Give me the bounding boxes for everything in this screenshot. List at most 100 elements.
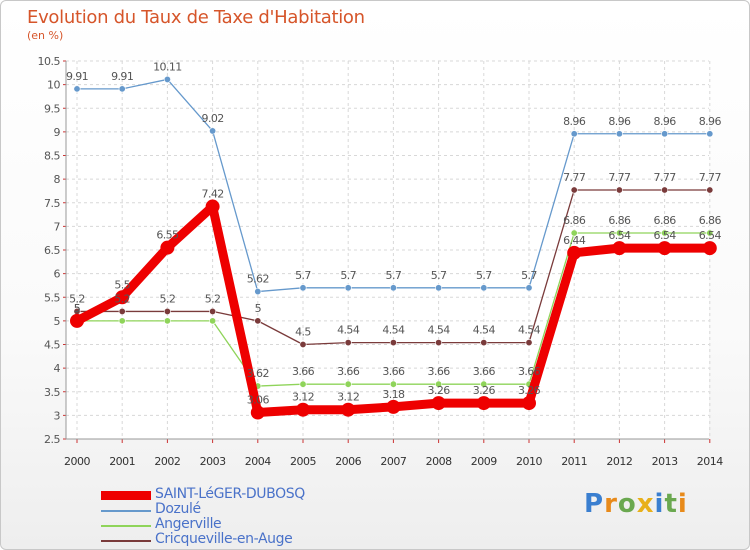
- data-point: [570, 130, 578, 138]
- y-tick-label: 8.5: [44, 150, 60, 163]
- y-tick-label: 4: [54, 362, 61, 375]
- data-point: [570, 186, 578, 194]
- data-point: [386, 399, 401, 414]
- data-point: [431, 396, 446, 411]
- y-tick-label: 3.5: [44, 386, 60, 399]
- data-label: 3.12: [292, 391, 314, 404]
- data-label: 6.54: [608, 229, 631, 242]
- data-point: [163, 317, 171, 325]
- data-label: 6.54: [699, 229, 722, 242]
- data-label: 6.55: [156, 229, 179, 242]
- data-point: [435, 380, 443, 388]
- data-label: 3.66: [337, 365, 360, 378]
- data-label: 6.44: [563, 234, 586, 247]
- data-label: 3.26: [473, 384, 496, 397]
- x-tick-label: 2014: [697, 455, 723, 468]
- data-point: [657, 241, 672, 256]
- data-point: [205, 199, 220, 214]
- data-point: [661, 186, 669, 194]
- data-label: 8.96: [654, 115, 677, 128]
- data-point: [389, 284, 397, 292]
- data-labels: 5.2 5.2 5.2 5.254.5 4.54 4.54 4.54 4.54 4.547.77…: [66, 60, 722, 406]
- data-label: 5: [255, 302, 262, 315]
- data-label: 5.2: [114, 292, 130, 305]
- axes: 2.5 3 3.5 4 4.5 5 5.5 6 6.5 7 7.5 8 8.5 9 9.5 10 10.5 200…: [38, 55, 724, 468]
- data-label: 9.91: [111, 70, 133, 83]
- data-label: 5.7: [476, 269, 492, 282]
- data-point: [209, 317, 217, 325]
- x-tick-label: 2010: [516, 455, 542, 468]
- y-tick-label: 10: [47, 79, 60, 92]
- data-point: [389, 339, 397, 347]
- data-label: 9.91: [66, 70, 88, 83]
- logo-letter: t: [664, 489, 678, 519]
- y-tick-label: 4.5: [44, 339, 60, 352]
- y-tick-label: 10.5: [38, 55, 61, 68]
- data-label: 4.54: [518, 324, 541, 337]
- x-tick-label: 2003: [200, 455, 226, 468]
- legend-swatch: [101, 525, 151, 527]
- data-point: [612, 241, 627, 256]
- data-point: [525, 339, 533, 347]
- data-label: 7.77: [699, 171, 722, 184]
- x-tick-label: 2006: [335, 455, 361, 468]
- data-point: [254, 317, 262, 325]
- data-label: 8.96: [699, 115, 722, 128]
- data-label: 3.18: [382, 388, 405, 401]
- data-point: [344, 380, 352, 388]
- data-point: [706, 130, 714, 138]
- data-point: [160, 240, 175, 255]
- logo-letter: i: [677, 489, 688, 519]
- data-point: [209, 307, 217, 315]
- y-tick-label: 9: [54, 126, 61, 139]
- data-point: [118, 317, 126, 325]
- data-point: [480, 339, 488, 347]
- x-tick-label: 2012: [606, 455, 632, 468]
- data-point: [163, 75, 171, 83]
- data-point: [209, 127, 217, 135]
- data-label: 5.7: [295, 269, 311, 282]
- x-tick-label: 2011: [561, 455, 587, 468]
- x-tick-label: 2005: [290, 455, 316, 468]
- data-label: 3.66: [428, 365, 451, 378]
- logo-letter: o: [617, 489, 637, 519]
- data-point: [254, 288, 262, 296]
- data-point: [389, 380, 397, 388]
- data-label: 7.77: [563, 171, 586, 184]
- data-point: [344, 339, 352, 347]
- data-label: 4.54: [337, 324, 360, 337]
- y-tick-label: 5.5: [44, 291, 60, 304]
- data-label: 5: [74, 302, 81, 315]
- data-point: [706, 186, 714, 194]
- data-label: 6.86: [699, 214, 722, 227]
- data-label: 4.54: [428, 324, 451, 337]
- data-label: 3.26: [518, 384, 541, 397]
- data-point: [163, 307, 171, 315]
- data-point: [296, 402, 310, 417]
- data-label: 3.66: [292, 365, 315, 378]
- legend-label: SAINT-LéGER-DUBOSQ: [155, 486, 305, 502]
- data-label: 5.7: [521, 269, 537, 282]
- legend-label: Dozulé: [155, 501, 201, 517]
- data-label: 10.11: [153, 60, 182, 73]
- data-point: [706, 229, 714, 237]
- data-point: [118, 85, 126, 93]
- data-point: [250, 405, 265, 420]
- logo-letter: x: [636, 489, 655, 519]
- y-tick-label: 5: [54, 315, 61, 328]
- y-tick-label: 6: [54, 268, 61, 281]
- data-label: 5.2: [205, 292, 221, 305]
- data-label: 5: [74, 302, 81, 315]
- x-tick-label: 2009: [471, 455, 497, 468]
- data-point: [73, 85, 81, 93]
- x-tick-label: 2001: [109, 455, 135, 468]
- data-point: [567, 245, 582, 260]
- data-label: 5.5: [114, 278, 130, 291]
- data-label: 9.02: [202, 112, 224, 125]
- data-point: [570, 229, 578, 237]
- series-lines: [70, 75, 717, 420]
- y-tick-label: 6.5: [44, 244, 60, 257]
- data-point: [615, 229, 623, 237]
